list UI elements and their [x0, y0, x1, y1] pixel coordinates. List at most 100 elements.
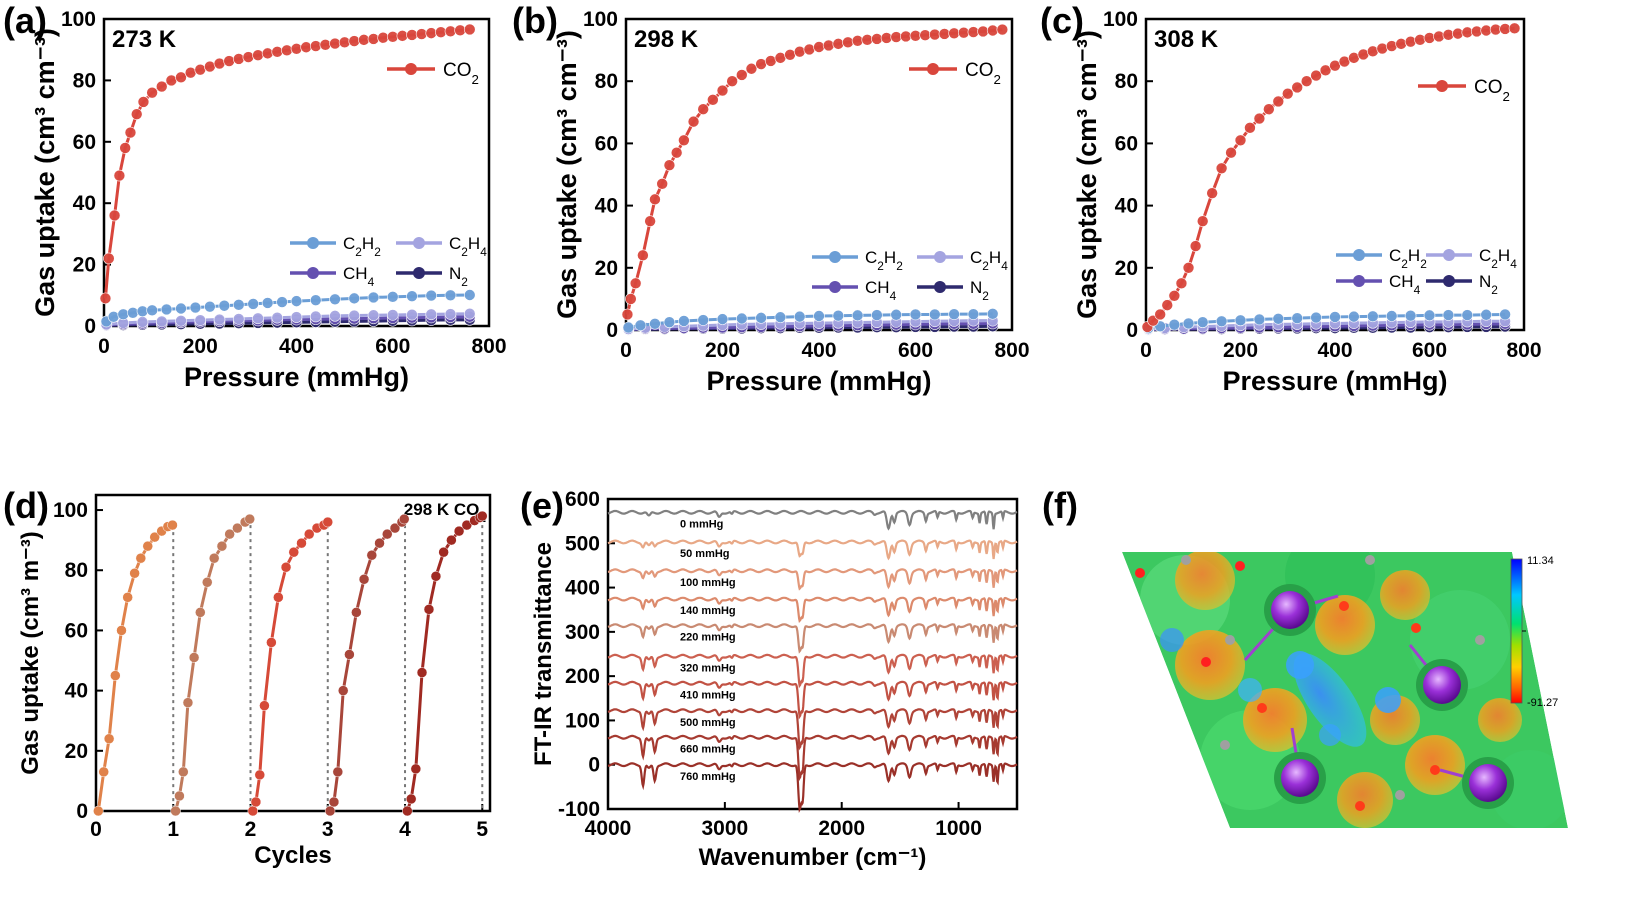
- data-point: [358, 34, 370, 46]
- x-tick-label: 3000: [701, 817, 748, 840]
- data-point: [1175, 277, 1188, 290]
- chart-panel-a: 0 200 400 600 800 0 20 40 60 80 100 Pressure (mmHg)…: [30, 8, 507, 392]
- data-point: [250, 796, 262, 808]
- x-tick-label: 4000: [585, 817, 632, 840]
- spectrum-label: 140 mmHg: [680, 605, 736, 617]
- x-tick-label: 2: [245, 818, 257, 841]
- y-axis-title: Gas uptake (cm³ cm⁻³): [30, 28, 60, 317]
- data-point: [107, 310, 120, 323]
- data-point: [880, 32, 893, 44]
- y-tick-label: 0: [1126, 319, 1138, 342]
- data-point: [232, 53, 245, 65]
- legend-label-c2h2: C2H2: [343, 234, 381, 259]
- data-point: [649, 193, 661, 206]
- data-point: [130, 108, 143, 120]
- x-tick-label: 400: [801, 339, 836, 362]
- data-point: [928, 28, 941, 41]
- data-point: [155, 315, 168, 328]
- data-point: [319, 38, 332, 51]
- data-point: [1300, 75, 1313, 87]
- data-point: [1168, 289, 1181, 302]
- legend-marker: [1443, 249, 1455, 261]
- legend-co2-label: CO2: [443, 60, 479, 87]
- data-point: [232, 313, 245, 325]
- y-tick-label: 100: [565, 709, 600, 732]
- data-point: [367, 33, 380, 45]
- data-point: [416, 667, 428, 678]
- data-point: [1234, 134, 1247, 147]
- data-point: [678, 315, 690, 327]
- data-point: [634, 319, 647, 332]
- series-cycle: [247, 516, 334, 817]
- legend-marker: [413, 237, 425, 249]
- data-point: [735, 69, 748, 81]
- data-point: [332, 766, 344, 778]
- data-point: [266, 637, 277, 648]
- data-point: [406, 290, 418, 303]
- y-tick-label: 400: [565, 577, 600, 600]
- legend-label-c2h4: C2H4: [1479, 246, 1517, 271]
- data-point: [204, 60, 216, 73]
- data-point: [716, 313, 729, 325]
- data-point: [663, 159, 676, 171]
- x-tick-label: 600: [898, 339, 933, 362]
- x-axis-title: Pressure (mmHg): [1222, 366, 1447, 396]
- data-point: [430, 571, 442, 582]
- data-point: [160, 303, 173, 316]
- data-point: [280, 561, 292, 573]
- legend-label-n2: N2: [1479, 272, 1498, 297]
- legend-label-c2h2: C2H2: [865, 248, 903, 273]
- y-tick-label: 500: [565, 532, 600, 555]
- data-point: [629, 277, 642, 290]
- x-tick-label: 0: [90, 818, 102, 841]
- series-c2h2: [622, 308, 999, 334]
- colorbar-min-label: -91.27: [1527, 697, 1558, 709]
- data-point: [1161, 299, 1174, 311]
- data-point: [919, 29, 931, 41]
- y-tick-label: 600: [565, 488, 600, 511]
- data-point: [909, 308, 922, 321]
- data-point: [1272, 95, 1285, 108]
- y-tick-label: 20: [595, 257, 618, 280]
- x-tick-label: 600: [375, 335, 410, 358]
- data-point: [1319, 64, 1332, 77]
- y-tick-label: 0: [84, 315, 96, 338]
- data-point: [1225, 146, 1237, 159]
- data-point: [1253, 313, 1266, 326]
- data-point: [425, 289, 438, 302]
- ir-spectrum: [607, 653, 1018, 689]
- series-cycle: [170, 513, 255, 817]
- series-cycle: [93, 519, 178, 817]
- y-axis-title: FT-IR transmittance: [530, 542, 557, 766]
- series-line: [96, 523, 173, 812]
- y-tick-label: 40: [73, 192, 96, 215]
- y-tick-label: 60: [1115, 132, 1138, 155]
- data-point: [322, 516, 334, 528]
- data-point: [1395, 38, 1407, 50]
- data-point: [103, 733, 115, 745]
- data-point: [774, 311, 787, 324]
- x-axis-title: Pressure (mmHg): [706, 366, 931, 396]
- data-point: [435, 26, 447, 39]
- data-point: [129, 567, 140, 579]
- spectrum-label: 760 mmHg: [680, 771, 736, 783]
- data-point: [1508, 22, 1521, 35]
- data-point: [208, 552, 220, 564]
- y-tick-label: 0: [588, 754, 600, 777]
- y-tick-label: 40: [595, 195, 618, 218]
- x-axis-title: Pressure (mmHg): [184, 362, 409, 392]
- data-point: [271, 46, 284, 58]
- y-tick-label: 80: [1115, 70, 1138, 93]
- data-point: [996, 23, 1009, 36]
- colorbar-max-label: 11.34: [1527, 555, 1554, 567]
- data-point: [822, 39, 835, 52]
- data-point: [425, 27, 438, 39]
- data-point: [93, 805, 104, 817]
- data-point: [398, 513, 410, 525]
- data-point: [136, 316, 149, 328]
- data-point: [170, 805, 181, 817]
- legend-label-c2h2: C2H2: [1389, 246, 1427, 271]
- series-cycle: [402, 510, 488, 817]
- data-point: [813, 310, 825, 322]
- data-point: [813, 41, 825, 53]
